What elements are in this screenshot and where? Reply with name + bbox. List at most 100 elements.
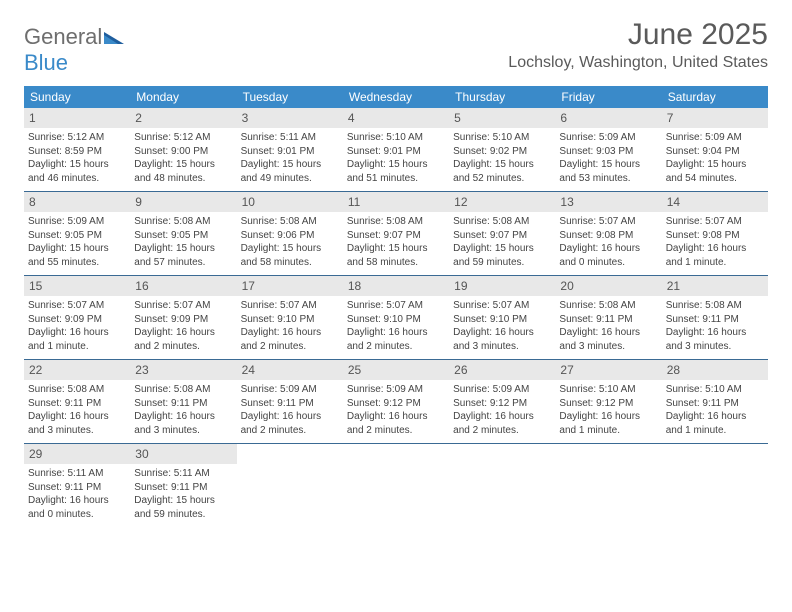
sunrise-line: Sunrise: 5:07 AM [666,215,764,229]
sunset-line: Sunset: 9:01 PM [241,145,339,159]
daylight-line: Daylight: 15 hours and 59 minutes. [134,494,232,521]
sunrise-line: Sunrise: 5:07 AM [134,299,232,313]
day-number: 4 [343,108,449,128]
calendar-cell: 10Sunrise: 5:08 AMSunset: 9:06 PMDayligh… [237,192,343,275]
daylight-line: Daylight: 16 hours and 3 minutes. [666,326,764,353]
calendar-cell: 12Sunrise: 5:08 AMSunset: 9:07 PMDayligh… [449,192,555,275]
calendar-cell: 5Sunrise: 5:10 AMSunset: 9:02 PMDaylight… [449,108,555,191]
daylight-line: Daylight: 15 hours and 55 minutes. [28,242,126,269]
day-number: 18 [343,276,449,296]
calendar-cell: 2Sunrise: 5:12 AMSunset: 9:00 PMDaylight… [130,108,236,191]
day-number: 16 [130,276,236,296]
calendar-week: 22Sunrise: 5:08 AMSunset: 9:11 PMDayligh… [24,360,768,444]
daylight-line: Daylight: 15 hours and 52 minutes. [453,158,551,185]
calendar-cell: 23Sunrise: 5:08 AMSunset: 9:11 PMDayligh… [130,360,236,443]
daylight-line: Daylight: 15 hours and 54 minutes. [666,158,764,185]
sunrise-line: Sunrise: 5:09 AM [28,215,126,229]
sunset-line: Sunset: 9:05 PM [28,229,126,243]
sunset-line: Sunset: 9:11 PM [28,481,126,495]
sunrise-line: Sunrise: 5:08 AM [134,215,232,229]
calendar-cell: 25Sunrise: 5:09 AMSunset: 9:12 PMDayligh… [343,360,449,443]
sunrise-line: Sunrise: 5:09 AM [559,131,657,145]
calendar-cell: 19Sunrise: 5:07 AMSunset: 9:10 PMDayligh… [449,276,555,359]
sunrise-line: Sunrise: 5:11 AM [241,131,339,145]
sunrise-line: Sunrise: 5:11 AM [134,467,232,481]
logo-text: General Blue [24,24,124,76]
calendar-cell: 28 Sunrise: 5:10 AMSunset: 9:11 PMDayligh… [662,360,768,443]
calendar-cell: 4Sunrise: 5:10 AMSunset: 9:01 PMDaylight… [343,108,449,191]
sunrise-line: Sunrise: 5:09 AM [241,383,339,397]
calendar-week: 8Sunrise: 5:09 AMSunset: 9:05 PMDaylight… [24,192,768,276]
daylight-line: Daylight: 16 hours and 2 minutes. [347,410,445,437]
day-number: 28 [662,360,768,380]
day-number: 29 [24,444,130,464]
logo: General Blue [24,24,124,76]
logo-word-1: General [24,24,102,49]
daylight-line: Daylight: 15 hours and 58 minutes. [347,242,445,269]
sunset-line: Sunset: 9:08 PM [559,229,657,243]
daylight-line: Daylight: 16 hours and 1 minute. [28,326,126,353]
day-number: 12 [449,192,555,212]
day-number: 3 [237,108,343,128]
sunset-line: Sunset: 9:11 PM [666,397,764,411]
sunset-line: Sunset: 9:09 PM [28,313,126,327]
sunset-line: Sunset: 9:11 PM [559,313,657,327]
daylight-line: Daylight: 15 hours and 49 minutes. [241,158,339,185]
daylight-line: Daylight: 16 hours and 3 minutes. [134,410,232,437]
dow-sunday: Sunday [24,86,130,108]
day-number: 27 [555,360,661,380]
header: General Blue June 2025 Lochsloy, Washing… [24,18,768,76]
day-number: 1 [24,108,130,128]
calendar-cell: 24Sunrise: 5:09 AMSunset: 9:11 PMDayligh… [237,360,343,443]
calendar-cell: 21Sunrise: 5:08 AMSunset: 9:11 PMDayligh… [662,276,768,359]
sunset-line: Sunset: 8:59 PM [28,145,126,159]
daylight-line: Daylight: 16 hours and 1 minute. [559,410,657,437]
daylight-line: Daylight: 16 hours and 3 minutes. [559,326,657,353]
day-number: 17 [237,276,343,296]
day-number: 5 [449,108,555,128]
sunset-line: Sunset: 9:05 PM [134,229,232,243]
sunset-line: Sunset: 9:11 PM [241,397,339,411]
day-number: 10 [237,192,343,212]
daylight-line: Daylight: 16 hours and 2 minutes. [241,326,339,353]
calendar-cell: 3 Sunrise: 5:11 AMSunset: 9:01 PMDaylight… [237,108,343,191]
day-number: 19 [449,276,555,296]
sunrise-line: Sunrise: 5:09 AM [347,383,445,397]
sunset-line: Sunset: 9:09 PM [134,313,232,327]
calendar-cell [237,444,343,527]
calendar-cell: 18Sunrise: 5:07 AMSunset: 9:10 PMDayligh… [343,276,449,359]
sunrise-line: Sunrise: 5:08 AM [134,383,232,397]
sunrise-line: Sunrise: 5:08 AM [241,215,339,229]
calendar-week: 15Sunrise: 5:07 AMSunset: 9:09 PMDayligh… [24,276,768,360]
weekday-header-row: Sunday Monday Tuesday Wednesday Thursday… [24,86,768,108]
daylight-line: Daylight: 15 hours and 48 minutes. [134,158,232,185]
sunrise-line: Sunrise: 5:10 AM [453,131,551,145]
calendar-cell [555,444,661,527]
day-number: 11 [343,192,449,212]
sunset-line: Sunset: 9:11 PM [28,397,126,411]
calendar-cell: 6Sunrise: 5:09 AMSunset: 9:03 PMDaylight… [555,108,661,191]
day-number: 23 [130,360,236,380]
calendar-cell: 13Sunrise: 5:07 AMSunset: 9:08 PMDayligh… [555,192,661,275]
daylight-line: Daylight: 16 hours and 1 minute. [666,410,764,437]
calendar-body: 1Sunrise: 5:12 AMSunset: 8:59 PMDaylight… [24,108,768,527]
sunset-line: Sunset: 9:08 PM [666,229,764,243]
day-number: 20 [555,276,661,296]
calendar-cell: 30Sunrise: 5:11 AMSunset: 9:11 PMDayligh… [130,444,236,527]
daylight-line: Daylight: 16 hours and 2 minutes. [241,410,339,437]
day-number: 21 [662,276,768,296]
calendar-cell: 22Sunrise: 5:08 AMSunset: 9:11 PMDayligh… [24,360,130,443]
calendar-cell: 27Sunrise: 5:10 AMSunset: 9:12 PMDayligh… [555,360,661,443]
dow-thursday: Thursday [449,86,555,108]
calendar-cell: 1Sunrise: 5:12 AMSunset: 8:59 PMDaylight… [24,108,130,191]
sunset-line: Sunset: 9:10 PM [241,313,339,327]
sunset-line: Sunset: 9:07 PM [347,229,445,243]
logo-word-2: Blue [24,50,68,75]
day-number: 26 [449,360,555,380]
page-title: June 2025 [508,18,768,52]
day-number: 30 [130,444,236,464]
day-number: 15 [24,276,130,296]
sunrise-line: Sunrise: 5:10 AM [666,383,764,397]
title-block: June 2025 Lochsloy, Washington, United S… [508,18,768,72]
calendar-cell [449,444,555,527]
